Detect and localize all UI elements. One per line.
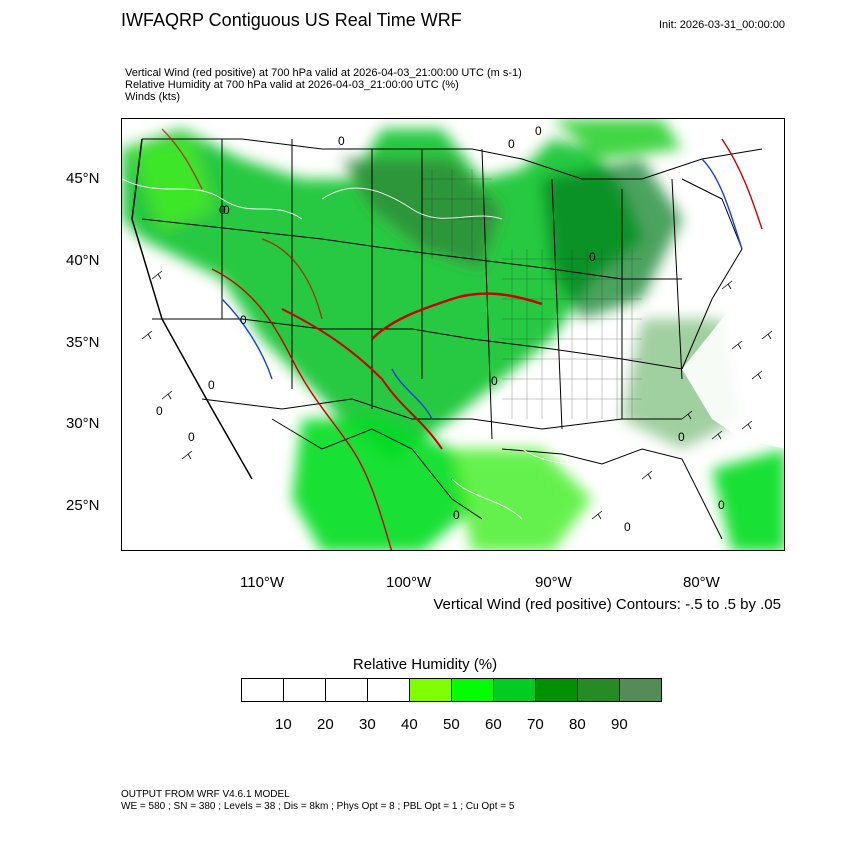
subtitle-winds: Winds (kts): [125, 91, 180, 103]
lon-label: 80°W: [683, 574, 720, 591]
contour-label: 0: [219, 203, 226, 217]
contour-label: 0: [338, 134, 345, 148]
colorbar-label: 10: [275, 716, 292, 733]
colorbar-label: 90: [611, 716, 628, 733]
contour-label: 0: [453, 508, 460, 522]
colorbar-label: 50: [443, 716, 460, 733]
colorbar-label: 70: [527, 716, 544, 733]
colorbar-label: 30: [359, 716, 376, 733]
contour-label: 0: [589, 250, 596, 264]
map-panel: 0 0 0 0 0 0 0 0 0 0 0 0 0 0 0: [121, 118, 785, 551]
water-areas: [122, 250, 784, 550]
contour-label: 0: [718, 498, 725, 512]
contour-label: 0: [240, 313, 247, 327]
contour-label: 0: [208, 378, 215, 392]
contour-label: 0: [223, 203, 230, 217]
colorbar-swatch: [284, 679, 326, 701]
subtitle-relative-humidity: Relative Humidity at 700 hPa valid at 20…: [125, 79, 459, 91]
colorbar-title: Relative Humidity (%): [352, 656, 498, 673]
contour-label: 0: [491, 374, 498, 388]
colorbar-swatch: [326, 679, 368, 701]
page-title: IWFAQRP Contiguous US Real Time WRF: [121, 10, 462, 30]
init-time: Init: 2026-03-31_00:00:00: [659, 19, 785, 31]
lat-label: 40°N: [66, 252, 100, 269]
zero-contour-labels: 0 0 0 0 0 0 0 0 0 0 0 0 0 0 0: [156, 124, 725, 534]
colorbar-swatch: [536, 679, 578, 701]
lat-label: 45°N: [66, 170, 100, 187]
colorbar: [241, 678, 662, 702]
colorbar-swatch: [494, 679, 536, 701]
wind-barbs: [141, 270, 773, 520]
contour-label: 0: [156, 404, 163, 418]
colorbar-swatch: [578, 679, 620, 701]
colorbar-label: 60: [485, 716, 502, 733]
lat-label: 25°N: [66, 497, 100, 514]
contour-label: 0: [188, 430, 195, 444]
contour-info: Vertical Wind (red positive) Contours: -…: [433, 596, 781, 613]
vertical-wind-contours: [161, 128, 763, 550]
subtitle-vertical-wind: Vertical Wind (red positive) at 700 hPa …: [125, 67, 522, 79]
colorbar-swatch: [410, 679, 452, 701]
lon-label: 100°W: [386, 574, 432, 591]
lon-label: 90°W: [535, 574, 572, 591]
contour-label: 0: [508, 137, 515, 151]
colorbar-label: 40: [401, 716, 418, 733]
zero-contours: [122, 178, 703, 520]
lon-label: 110°W: [240, 574, 285, 591]
footer-config: WE = 580 ; SN = 380 ; Levels = 38 ; Dis …: [121, 801, 515, 812]
lat-label: 35°N: [66, 334, 100, 351]
colorbar-swatch: [242, 679, 284, 701]
colorbar-swatch: [620, 679, 661, 701]
map-canvas: 0 0 0 0 0 0 0 0 0 0 0 0 0 0 0: [122, 119, 784, 550]
colorbar-label: 80: [569, 716, 586, 733]
state-borders: [131, 138, 763, 540]
footer-model: OUTPUT FROM WRF V4.6.1 MODEL: [121, 789, 290, 800]
colorbar-swatch: [452, 679, 494, 701]
colorbar-label: 20: [317, 716, 334, 733]
contour-label: 0: [624, 520, 631, 534]
colorbar-swatch: [368, 679, 410, 701]
contour-label: 0: [535, 124, 542, 138]
county-lines: [422, 169, 642, 419]
lat-label: 30°N: [66, 415, 100, 432]
contour-label: 0: [678, 430, 685, 444]
